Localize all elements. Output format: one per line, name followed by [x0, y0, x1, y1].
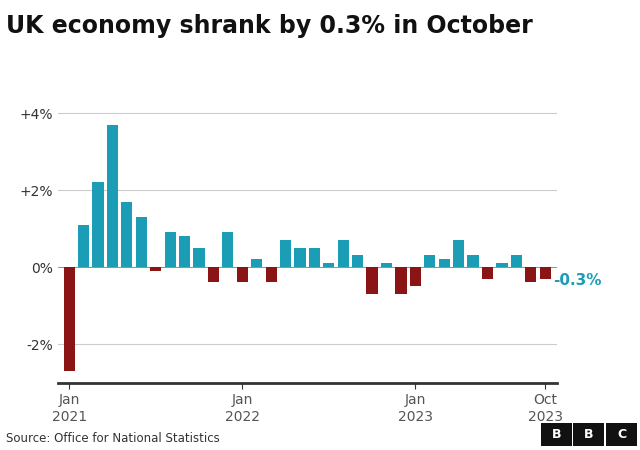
Bar [222, 232, 234, 267]
Bar [438, 259, 450, 267]
Bar [467, 256, 479, 267]
Bar [482, 267, 493, 279]
Text: Source: Office for National Statistics: Source: Office for National Statistics [6, 432, 220, 445]
Bar [540, 267, 551, 279]
Text: B: B [552, 428, 561, 441]
Bar [107, 125, 118, 267]
Bar [266, 267, 276, 283]
Bar [525, 267, 536, 283]
Bar [453, 240, 464, 267]
Bar [338, 240, 349, 267]
Bar [208, 267, 219, 283]
Bar [63, 267, 75, 371]
Bar [251, 259, 262, 267]
Bar [323, 263, 335, 267]
Bar [150, 267, 161, 271]
Bar [381, 263, 392, 267]
Bar [497, 263, 508, 267]
Bar [308, 248, 320, 267]
Text: UK economy shrank by 0.3% in October: UK economy shrank by 0.3% in October [6, 14, 533, 37]
Bar [424, 256, 435, 267]
Bar [396, 267, 406, 294]
Bar [193, 248, 205, 267]
Bar [164, 232, 176, 267]
Bar [121, 202, 132, 267]
Bar [410, 267, 421, 286]
Text: C: C [617, 428, 626, 441]
Bar [136, 217, 147, 267]
Bar [92, 182, 104, 267]
Text: -0.3%: -0.3% [553, 273, 602, 288]
Bar [352, 256, 364, 267]
Bar [294, 248, 306, 267]
Bar [367, 267, 378, 294]
Bar [280, 240, 291, 267]
Bar [511, 256, 522, 267]
Bar [179, 236, 190, 267]
Text: B: B [584, 428, 593, 441]
Bar [237, 267, 248, 283]
Bar [78, 225, 89, 267]
